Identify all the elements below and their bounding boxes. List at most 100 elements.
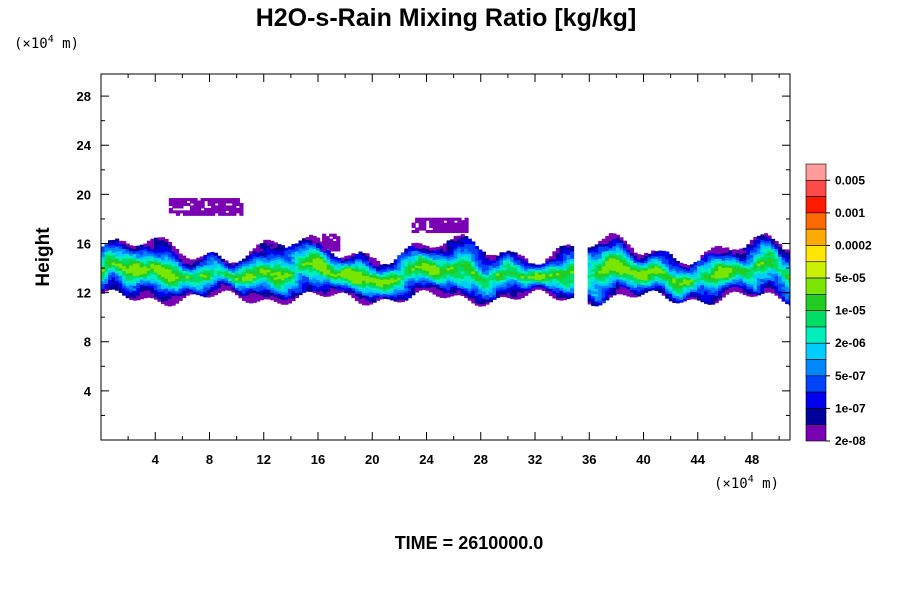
- rain-cell: [436, 264, 441, 268]
- rain-patch-cell: [218, 210, 223, 214]
- rain-cell: [450, 258, 455, 263]
- rain-cell: [781, 261, 786, 265]
- rain-cell: [778, 288, 783, 292]
- rain-cell: [439, 257, 444, 262]
- rain-cell: [411, 289, 416, 293]
- rain-cell: [330, 282, 335, 286]
- rain-cell: [316, 281, 321, 285]
- rain-cell: [704, 254, 709, 258]
- rain-patch-cell: [232, 202, 237, 207]
- rain-cell: [622, 279, 628, 284]
- rain-cell: [735, 259, 740, 263]
- rain-cell: [651, 287, 656, 291]
- rain-patch-cell: [432, 229, 437, 234]
- rain-cell: [266, 257, 271, 261]
- rain-patch-cell: [443, 225, 448, 229]
- rain-patch-cell: [193, 205, 198, 209]
- rain-cell: [280, 296, 285, 300]
- rain-cell: [404, 273, 409, 277]
- rain-cell: [411, 292, 416, 296]
- rain-cell: [517, 254, 522, 258]
- rain-cell: [598, 275, 603, 279]
- rain-cell: [160, 286, 166, 290]
- rain-cell: [217, 270, 222, 274]
- rain-cell: [175, 271, 180, 275]
- rain-patch-cell: [172, 198, 177, 202]
- rain-cell: [707, 282, 712, 286]
- rain-cell: [622, 292, 628, 296]
- rain-cell: [354, 285, 360, 289]
- rain-patch-cell: [460, 227, 466, 231]
- rain-cell: [390, 263, 395, 267]
- rain-cell: [312, 235, 317, 240]
- rain-cell: [383, 295, 388, 299]
- rain-cell: [760, 236, 765, 240]
- rain-cell: [383, 268, 388, 272]
- rain-cell: [407, 287, 412, 291]
- rain-cell: [238, 268, 243, 272]
- rain-cell: [654, 270, 659, 274]
- rain-cell: [224, 270, 229, 274]
- rain-cell: [404, 263, 409, 267]
- rain-cell: [647, 258, 652, 262]
- rain-cell: [495, 272, 501, 276]
- rain-cell: [210, 264, 215, 268]
- rain-cell: [612, 257, 617, 261]
- rain-cell: [178, 265, 183, 269]
- rain-cell: [277, 290, 282, 294]
- rain-cell: [259, 284, 264, 288]
- rain-cell: [450, 273, 455, 277]
- rain-cell: [400, 254, 405, 258]
- rain-patch-cell: [336, 243, 341, 247]
- rain-cell: [742, 250, 747, 254]
- rain-cell: [742, 252, 747, 256]
- rain-cell: [323, 261, 328, 265]
- rain-cell: [432, 254, 437, 258]
- rain-cell: [756, 282, 762, 286]
- rain-cell: [428, 279, 434, 283]
- rain-cell: [728, 272, 733, 276]
- plot-area: [100, 73, 791, 441]
- rain-cell: [686, 296, 691, 301]
- rain-cell: [118, 275, 123, 279]
- rain-cell: [376, 273, 381, 277]
- rain-cell: [527, 268, 532, 272]
- rain-cell: [143, 275, 148, 279]
- rain-cell: [570, 250, 575, 254]
- rain-cell: [153, 262, 159, 266]
- rain-cell: [111, 286, 116, 290]
- rain-cell: [309, 264, 314, 268]
- rain-cell: [771, 246, 776, 250]
- rain-cell: [196, 269, 201, 274]
- rain-cell: [450, 276, 455, 280]
- rain-cell: [101, 285, 106, 289]
- rain-cell: [510, 256, 515, 260]
- rain-cell: [711, 274, 716, 278]
- rain-cell: [136, 294, 141, 298]
- rain-cell: [771, 241, 776, 245]
- rain-cell: [111, 254, 116, 258]
- rain-cell: [369, 269, 374, 273]
- rain-cell: [721, 287, 726, 291]
- rain-cell: [428, 259, 434, 263]
- rain-cell: [157, 274, 162, 278]
- rain-patch-cell: [239, 205, 244, 209]
- rain-cell: [781, 281, 786, 285]
- rain-cell: [725, 252, 730, 256]
- rain-cell: [570, 255, 575, 259]
- rain-cell: [647, 253, 652, 257]
- rain-cell: [245, 292, 250, 296]
- rain-cell: [160, 269, 166, 273]
- rain-cell: [414, 257, 419, 261]
- rain-cell: [386, 269, 391, 273]
- rain-patch-cell: [329, 245, 334, 250]
- rain-cell: [168, 286, 173, 290]
- rain-cell: [608, 245, 613, 249]
- rain-cell: [400, 296, 405, 300]
- rain-cell: [481, 251, 486, 255]
- rain-cell: [499, 293, 504, 298]
- rain-cell: [365, 292, 370, 296]
- rain-cell: [354, 268, 360, 272]
- rain-cell: [245, 275, 250, 279]
- rain-cell: [210, 274, 215, 278]
